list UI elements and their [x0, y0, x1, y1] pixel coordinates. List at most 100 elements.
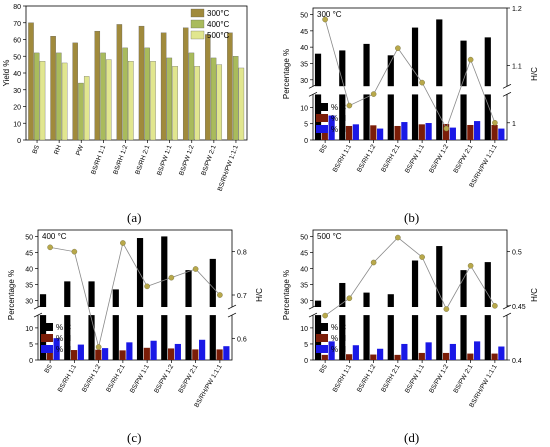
- bar: [474, 121, 481, 140]
- legend-label: % N: [331, 345, 346, 354]
- y-tick-label: 0: [304, 358, 308, 365]
- hc-point: [443, 125, 450, 132]
- bar: [88, 281, 95, 308]
- x-tick-label: RH: [53, 144, 63, 156]
- bar: [216, 64, 223, 141]
- bar: [449, 343, 456, 360]
- x-tick-label: BS: [318, 143, 329, 155]
- x-tick-label: BS: [31, 144, 41, 155]
- legend-swatch: [316, 103, 328, 111]
- bar: [370, 125, 377, 140]
- x-tick-label: BS/RH 1:2: [356, 363, 378, 393]
- y-tick-label: 45: [25, 250, 33, 257]
- axis-break-mark: [502, 312, 512, 318]
- bar: [166, 57, 173, 141]
- y-tick-label: 60: [13, 38, 21, 45]
- bar: [328, 341, 335, 360]
- bar: [209, 315, 216, 360]
- plot-frame: [312, 229, 508, 361]
- chart-c: 0 5 10 30 35 40 45 50 0.6 0.7 0.8 Percentage % H/C BS…: [7, 229, 264, 409]
- x-tick-label: BS/PW 2:1: [452, 363, 474, 394]
- hc-point: [95, 344, 102, 350]
- hc-point: [492, 303, 498, 309]
- y2-tick-label: 0.6: [237, 336, 247, 343]
- bar: [185, 270, 192, 308]
- legend-swatch: [41, 345, 53, 353]
- bar: [126, 342, 133, 360]
- legend-label: % H: [56, 334, 71, 343]
- axis-break-mark: [502, 91, 512, 97]
- legend-swatch: [316, 334, 328, 342]
- bar: [339, 94, 346, 140]
- bar: [425, 123, 432, 140]
- bar: [94, 30, 101, 141]
- axis-break-mark: [227, 304, 237, 310]
- legend-label: 500°C: [207, 31, 230, 40]
- bar: [339, 50, 346, 87]
- bar: [363, 315, 370, 360]
- bar: [498, 128, 505, 140]
- y-tick-label: 5: [304, 342, 308, 349]
- x-tick-label: BS/PW 2:1: [200, 144, 218, 177]
- axis-break-mark: [502, 83, 512, 89]
- bar: [418, 352, 425, 360]
- bar: [401, 122, 408, 140]
- bar: [442, 352, 450, 360]
- bar: [216, 349, 223, 360]
- legend-swatch: [316, 114, 328, 122]
- caption-d: (d): [404, 430, 420, 445]
- bar: [167, 348, 175, 360]
- bar: [185, 315, 192, 360]
- bar: [56, 52, 62, 141]
- y2-tick-label: 0.4: [512, 358, 522, 365]
- hc-point: [168, 274, 175, 281]
- hc-point: [346, 102, 353, 109]
- x-tick-label: BS/RH 1:2: [356, 143, 378, 173]
- bar: [436, 94, 443, 140]
- axis-break-mark: [33, 304, 43, 310]
- bar: [61, 62, 68, 141]
- axis-break-mark: [227, 312, 237, 318]
- x-tick-label: BS/RH/PW 1:1:1: [193, 363, 223, 409]
- bar: [210, 57, 217, 141]
- hc-point: [120, 240, 126, 246]
- legend-label: % N: [56, 345, 71, 354]
- bar: [192, 349, 199, 360]
- bar: [83, 76, 90, 141]
- bar: [72, 42, 78, 141]
- bar: [345, 354, 353, 360]
- y2-tick-label: 0.8: [237, 250, 247, 257]
- legend-label: % H: [331, 334, 346, 343]
- axis-break-mark: [33, 312, 43, 318]
- y-axis-label: Percentage %: [282, 270, 291, 320]
- bar: [122, 47, 128, 141]
- bar: [314, 300, 322, 308]
- legend-swatch: [41, 323, 53, 331]
- x-tick-label: BS: [318, 363, 329, 375]
- legend-label: 400°C: [207, 20, 230, 29]
- y2-axis-label: H/C: [530, 288, 539, 302]
- y-tick-label: 40: [25, 267, 33, 274]
- bar: [238, 67, 245, 141]
- y-tick-label: 45: [300, 250, 308, 257]
- y-tick-label: 50: [13, 54, 21, 61]
- hc-point: [395, 45, 401, 51]
- y-tick-label: 40: [300, 267, 308, 274]
- bar: [377, 128, 384, 140]
- y-tick-label: 35: [300, 61, 308, 68]
- bar: [411, 315, 419, 360]
- temperature-annotation: 500 °C: [317, 232, 342, 241]
- bar: [484, 262, 491, 308]
- y-axis-label: Percentage %: [282, 49, 291, 99]
- y-tick-label: 30: [25, 299, 33, 306]
- bar: [100, 52, 106, 141]
- bar: [77, 344, 84, 360]
- bar: [484, 315, 491, 360]
- bar: [436, 19, 443, 87]
- bar: [401, 343, 408, 360]
- y-tick-label: 50: [300, 234, 308, 241]
- bar: [112, 315, 119, 360]
- legend-swatch: [316, 345, 328, 353]
- bar: [370, 354, 377, 360]
- legend-swatch: [190, 8, 205, 18]
